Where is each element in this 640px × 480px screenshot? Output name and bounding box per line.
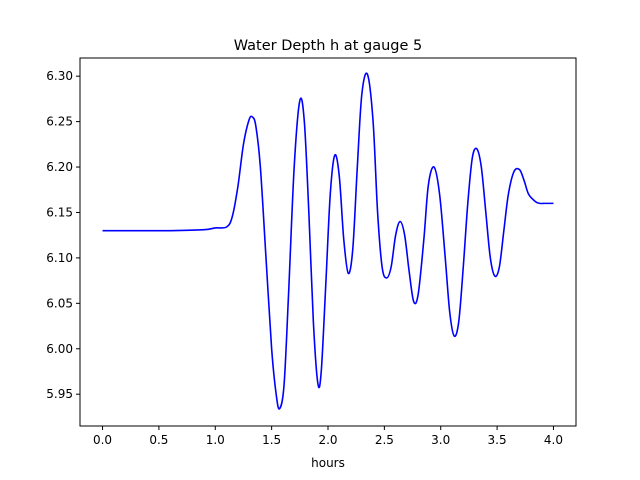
y-tick-label: 6.25 [46,115,73,129]
y-axis-ticks: 5.95 6.00 6.05 6.10 6.15 6.20 6.25 6.30 [46,69,80,401]
chart-title: Water Depth h at gauge 5 [234,38,422,54]
x-tick-label: 0.5 [149,433,168,447]
x-tick-label: 3.5 [488,433,507,447]
x-tick-label: 1.5 [262,433,281,447]
y-tick-label: 6.10 [46,251,73,265]
x-tick-label: 3.0 [431,433,450,447]
plot-layer [102,72,554,410]
x-tick-label: 1.0 [206,433,225,447]
series-line-0 [102,72,554,410]
x-axis-ticks: 0.0 0.5 1.0 1.5 2.0 2.5 3.0 3.5 4.0 [93,426,563,447]
y-tick-label: 6.00 [46,342,73,356]
x-tick-label: 0.0 [93,433,112,447]
x-tick-label: 2.0 [318,433,337,447]
y-tick-label: 5.95 [46,387,73,401]
y-tick-label: 6.20 [46,160,73,174]
y-tick-label: 6.05 [46,296,73,310]
y-tick-label: 6.30 [46,69,73,83]
x-tick-label: 2.5 [375,433,394,447]
plot-frame [79,57,577,427]
x-tick-label: 4.0 [544,433,563,447]
y-tick-label: 6.15 [46,205,73,219]
x-axis-label: hours [311,456,345,470]
